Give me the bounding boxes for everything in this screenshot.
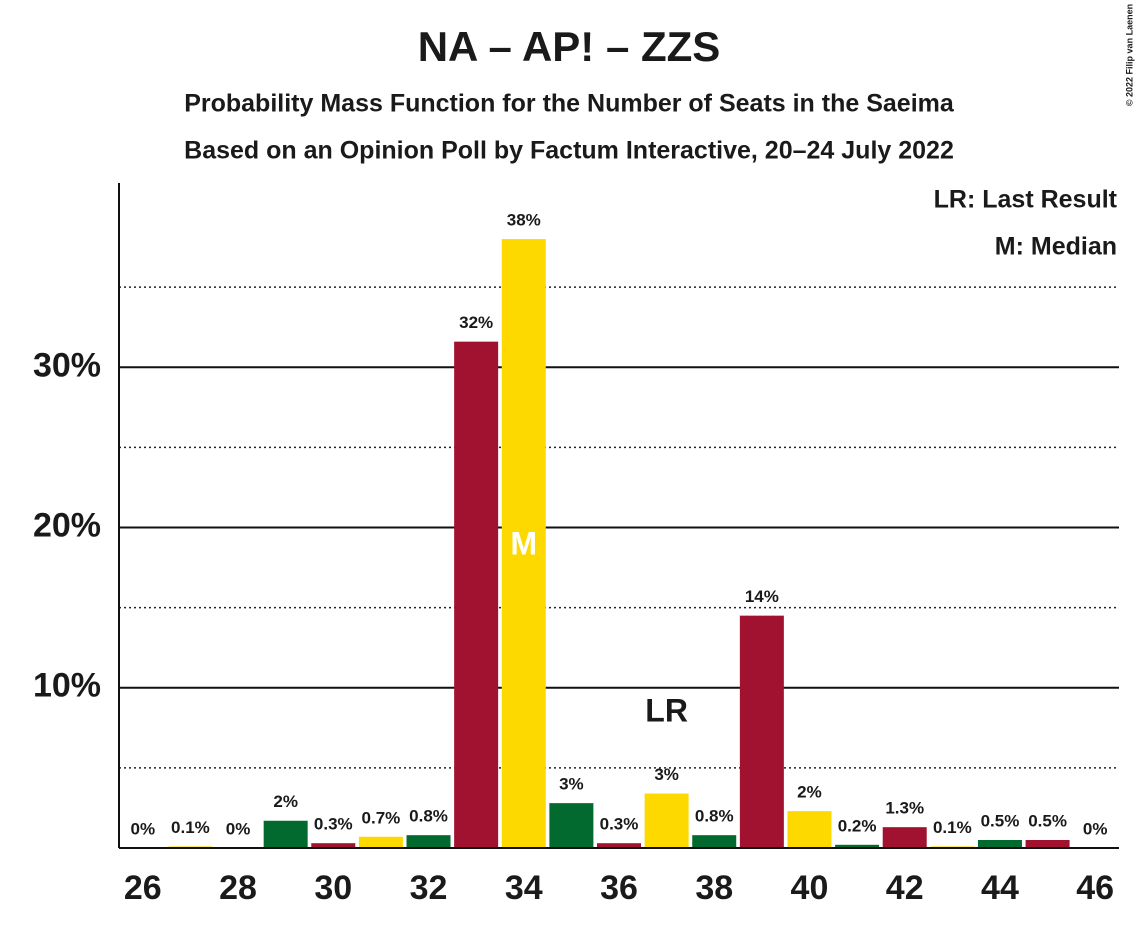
copyright: © 2022 Filip van Laenen <box>1124 4 1134 106</box>
bar <box>358 836 403 848</box>
x-tick-label: 26 <box>124 869 162 907</box>
annotation: M <box>510 525 537 561</box>
value-label: 0% <box>226 819 251 838</box>
value-label: 2% <box>273 792 298 811</box>
value-label: 0.5% <box>1028 811 1067 830</box>
bar <box>1025 839 1070 848</box>
x-tick-label: 36 <box>600 869 638 907</box>
bar <box>406 835 451 848</box>
value-label: 0.8% <box>409 807 448 826</box>
value-label: 2% <box>797 783 822 802</box>
bar <box>501 239 546 848</box>
value-label: 0.1% <box>933 818 972 837</box>
annotation: LR <box>645 692 688 728</box>
x-tick-label: 38 <box>695 869 733 907</box>
chart-subtitle: Probability Mass Function for the Number… <box>184 90 955 118</box>
bar <box>835 844 880 848</box>
bar <box>263 820 308 848</box>
legend-entry: M: Median <box>995 233 1117 261</box>
y-tick-label: 30% <box>33 346 101 384</box>
value-label: 0.3% <box>314 815 353 834</box>
x-tick-label: 30 <box>314 869 352 907</box>
bar <box>549 803 594 848</box>
x-tick-label: 28 <box>219 869 257 907</box>
bar <box>597 843 641 848</box>
legend-entry: LR: Last Result <box>934 186 1118 214</box>
bar <box>311 843 356 848</box>
y-tick-label: 20% <box>33 507 101 545</box>
x-tick-label: 44 <box>981 869 1019 907</box>
value-label: 0.7% <box>362 808 401 827</box>
y-tick-label: 10% <box>33 667 101 705</box>
bar <box>644 793 689 848</box>
x-tick-label: 34 <box>505 869 543 907</box>
value-label: 0% <box>1083 819 1108 838</box>
value-label: 0.2% <box>838 816 877 835</box>
bar <box>787 811 832 848</box>
bar <box>977 839 1022 848</box>
value-label: 0.1% <box>171 818 210 837</box>
value-label: 0.3% <box>600 815 639 834</box>
value-label: 14% <box>745 587 779 606</box>
x-tick-label: 32 <box>410 869 448 907</box>
x-tick-label: 42 <box>886 869 924 907</box>
value-label: 1.3% <box>885 799 924 818</box>
bar <box>882 827 927 848</box>
bar <box>739 615 784 848</box>
value-label: 3% <box>559 775 584 794</box>
x-tick-label: 46 <box>1076 869 1114 907</box>
value-label: 0.5% <box>981 811 1020 830</box>
x-tick-label: 40 <box>791 869 829 907</box>
value-label: 3% <box>654 765 679 784</box>
chart-title: NA – AP! – ZZS <box>418 23 721 70</box>
bar <box>454 341 499 848</box>
bar <box>692 835 737 848</box>
value-label: 38% <box>507 211 541 230</box>
chart-subtitle: Based on an Opinion Poll by Factum Inter… <box>184 137 954 165</box>
value-label: 0% <box>131 819 156 838</box>
value-label: 0.8% <box>695 807 734 826</box>
value-label: 32% <box>459 313 493 332</box>
